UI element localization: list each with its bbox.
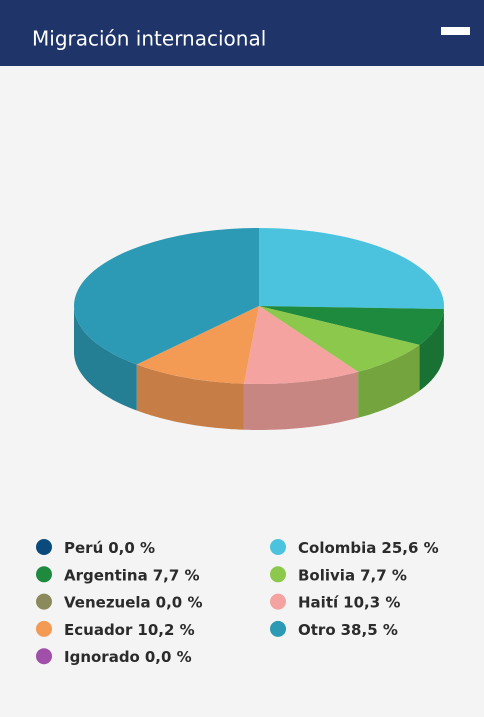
legend-name: Perú [64,539,103,557]
pie-slice [136,306,259,384]
legend-name: Ecuador [64,620,133,638]
pie-slice [259,306,420,372]
pie-side [358,344,420,418]
legend-name: Otro [298,620,336,638]
pie-side [243,371,359,430]
legend-marker [36,593,52,610]
legend-value: 0,0 % [108,539,155,557]
legend-name: Haití [298,593,339,611]
legend-marker [270,566,286,583]
legend-marker [270,620,286,637]
legend-name: Bolivia [298,566,355,584]
pie-slice [259,306,444,345]
legend-value: 25,6 % [381,539,438,557]
legend-label: Ecuador10,2 % [64,620,195,638]
minimize-button[interactable] [441,27,470,35]
legend-value: 38,5 % [341,620,398,638]
legend-marker [270,539,286,555]
pie-slice [73,228,259,365]
legend-marker [36,566,52,583]
legend-marker [36,539,52,555]
pie-side [419,308,444,391]
legend-value: 0,0 % [145,648,192,666]
pie [73,228,445,430]
legend-value: 10,3 % [343,593,400,611]
legend-label: Bolivia 7,7 % [298,566,407,584]
pie-slice [259,228,445,309]
legend-name: Venezuela [64,593,151,611]
pie-side [74,306,137,411]
legend-marker [36,648,52,665]
legend-label: Colombia 25,6 % [298,539,439,557]
legend-value: 7,7 % [360,566,407,584]
legend-marker [270,593,286,610]
panel-title: Migración internacional [32,27,266,51]
legend-value: 10,2 % [137,620,194,638]
legend: Perú0,0 %Argentina7,7 %Venezuela0,0 %Ecu… [36,539,439,666]
legend-name: Argentina [64,566,148,584]
legend-name: Colombia [298,539,376,557]
legend-label: Haití10,3 % [298,593,400,611]
pie-slice [243,306,359,384]
legend-label: Ignorado 0,0 % [64,648,192,666]
legend-label: Venezuela 0,0 % [64,593,203,611]
legend-label: Otro 38,5 % [298,620,398,638]
pie-side [136,364,244,430]
legend-label: Perú 0,0 % [64,539,155,557]
legend-value: 7,7 % [153,566,200,584]
legend-value: 0,0 % [156,593,203,611]
legend-name: Ignorado [64,648,140,666]
legend-marker [36,620,52,637]
legend-label: Argentina 7,7 % [64,566,200,584]
panel-header [0,0,484,66]
